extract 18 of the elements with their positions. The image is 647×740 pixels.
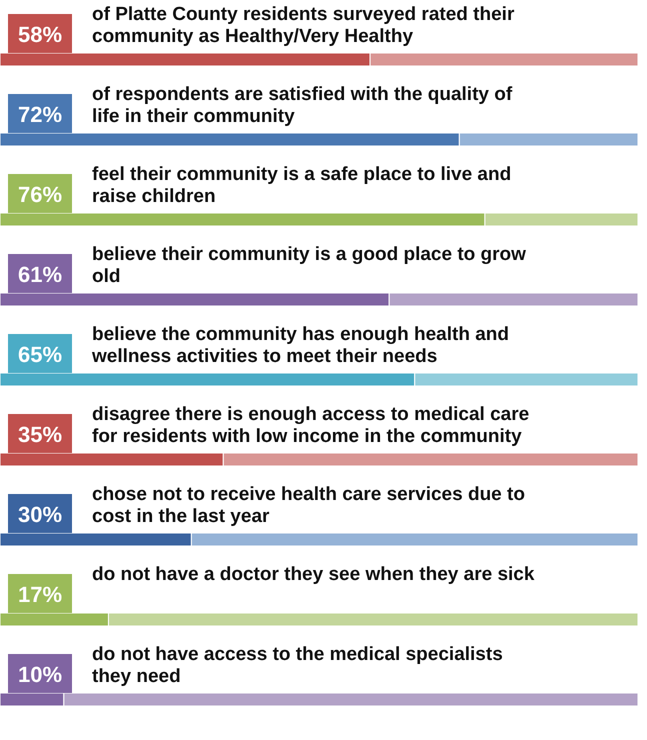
y-tick-label: believe the community has enough health and wellness activities to meet their needs	[91, 324, 510, 367]
y-tick-label: chose not to receive health care services due to cost in the last year	[92, 484, 525, 527]
y-tick-label: believe their community is a good place to grow old	[92, 244, 526, 287]
y-tick-label: feel their community is a safe place to live and raise children	[92, 164, 512, 207]
y-tick-label: do not have a doctor they see when they are sick	[92, 564, 535, 585]
data-label: 61%	[18, 262, 62, 287]
data-label: 76%	[18, 182, 62, 207]
data-label: 72%	[18, 102, 62, 127]
data-label: 10%	[18, 662, 62, 687]
data-label: 17%	[18, 582, 62, 607]
y-tick-label: disagree there is enough access to medical care for residents with low income in the community	[92, 404, 530, 447]
data-label: 65%	[18, 342, 62, 367]
data-label: 58%	[18, 22, 62, 47]
y-tick-label: do not have access to the medical specialists they need	[92, 644, 503, 687]
y-tick-label: of Platte County residents surveyed rated their community as Healthy/Very Healthy	[92, 4, 515, 47]
data-label: 35%	[18, 422, 62, 447]
y-tick-label: of respondents are satisfied with the quality of life in their community	[92, 84, 513, 127]
data-label: 30%	[18, 502, 62, 527]
